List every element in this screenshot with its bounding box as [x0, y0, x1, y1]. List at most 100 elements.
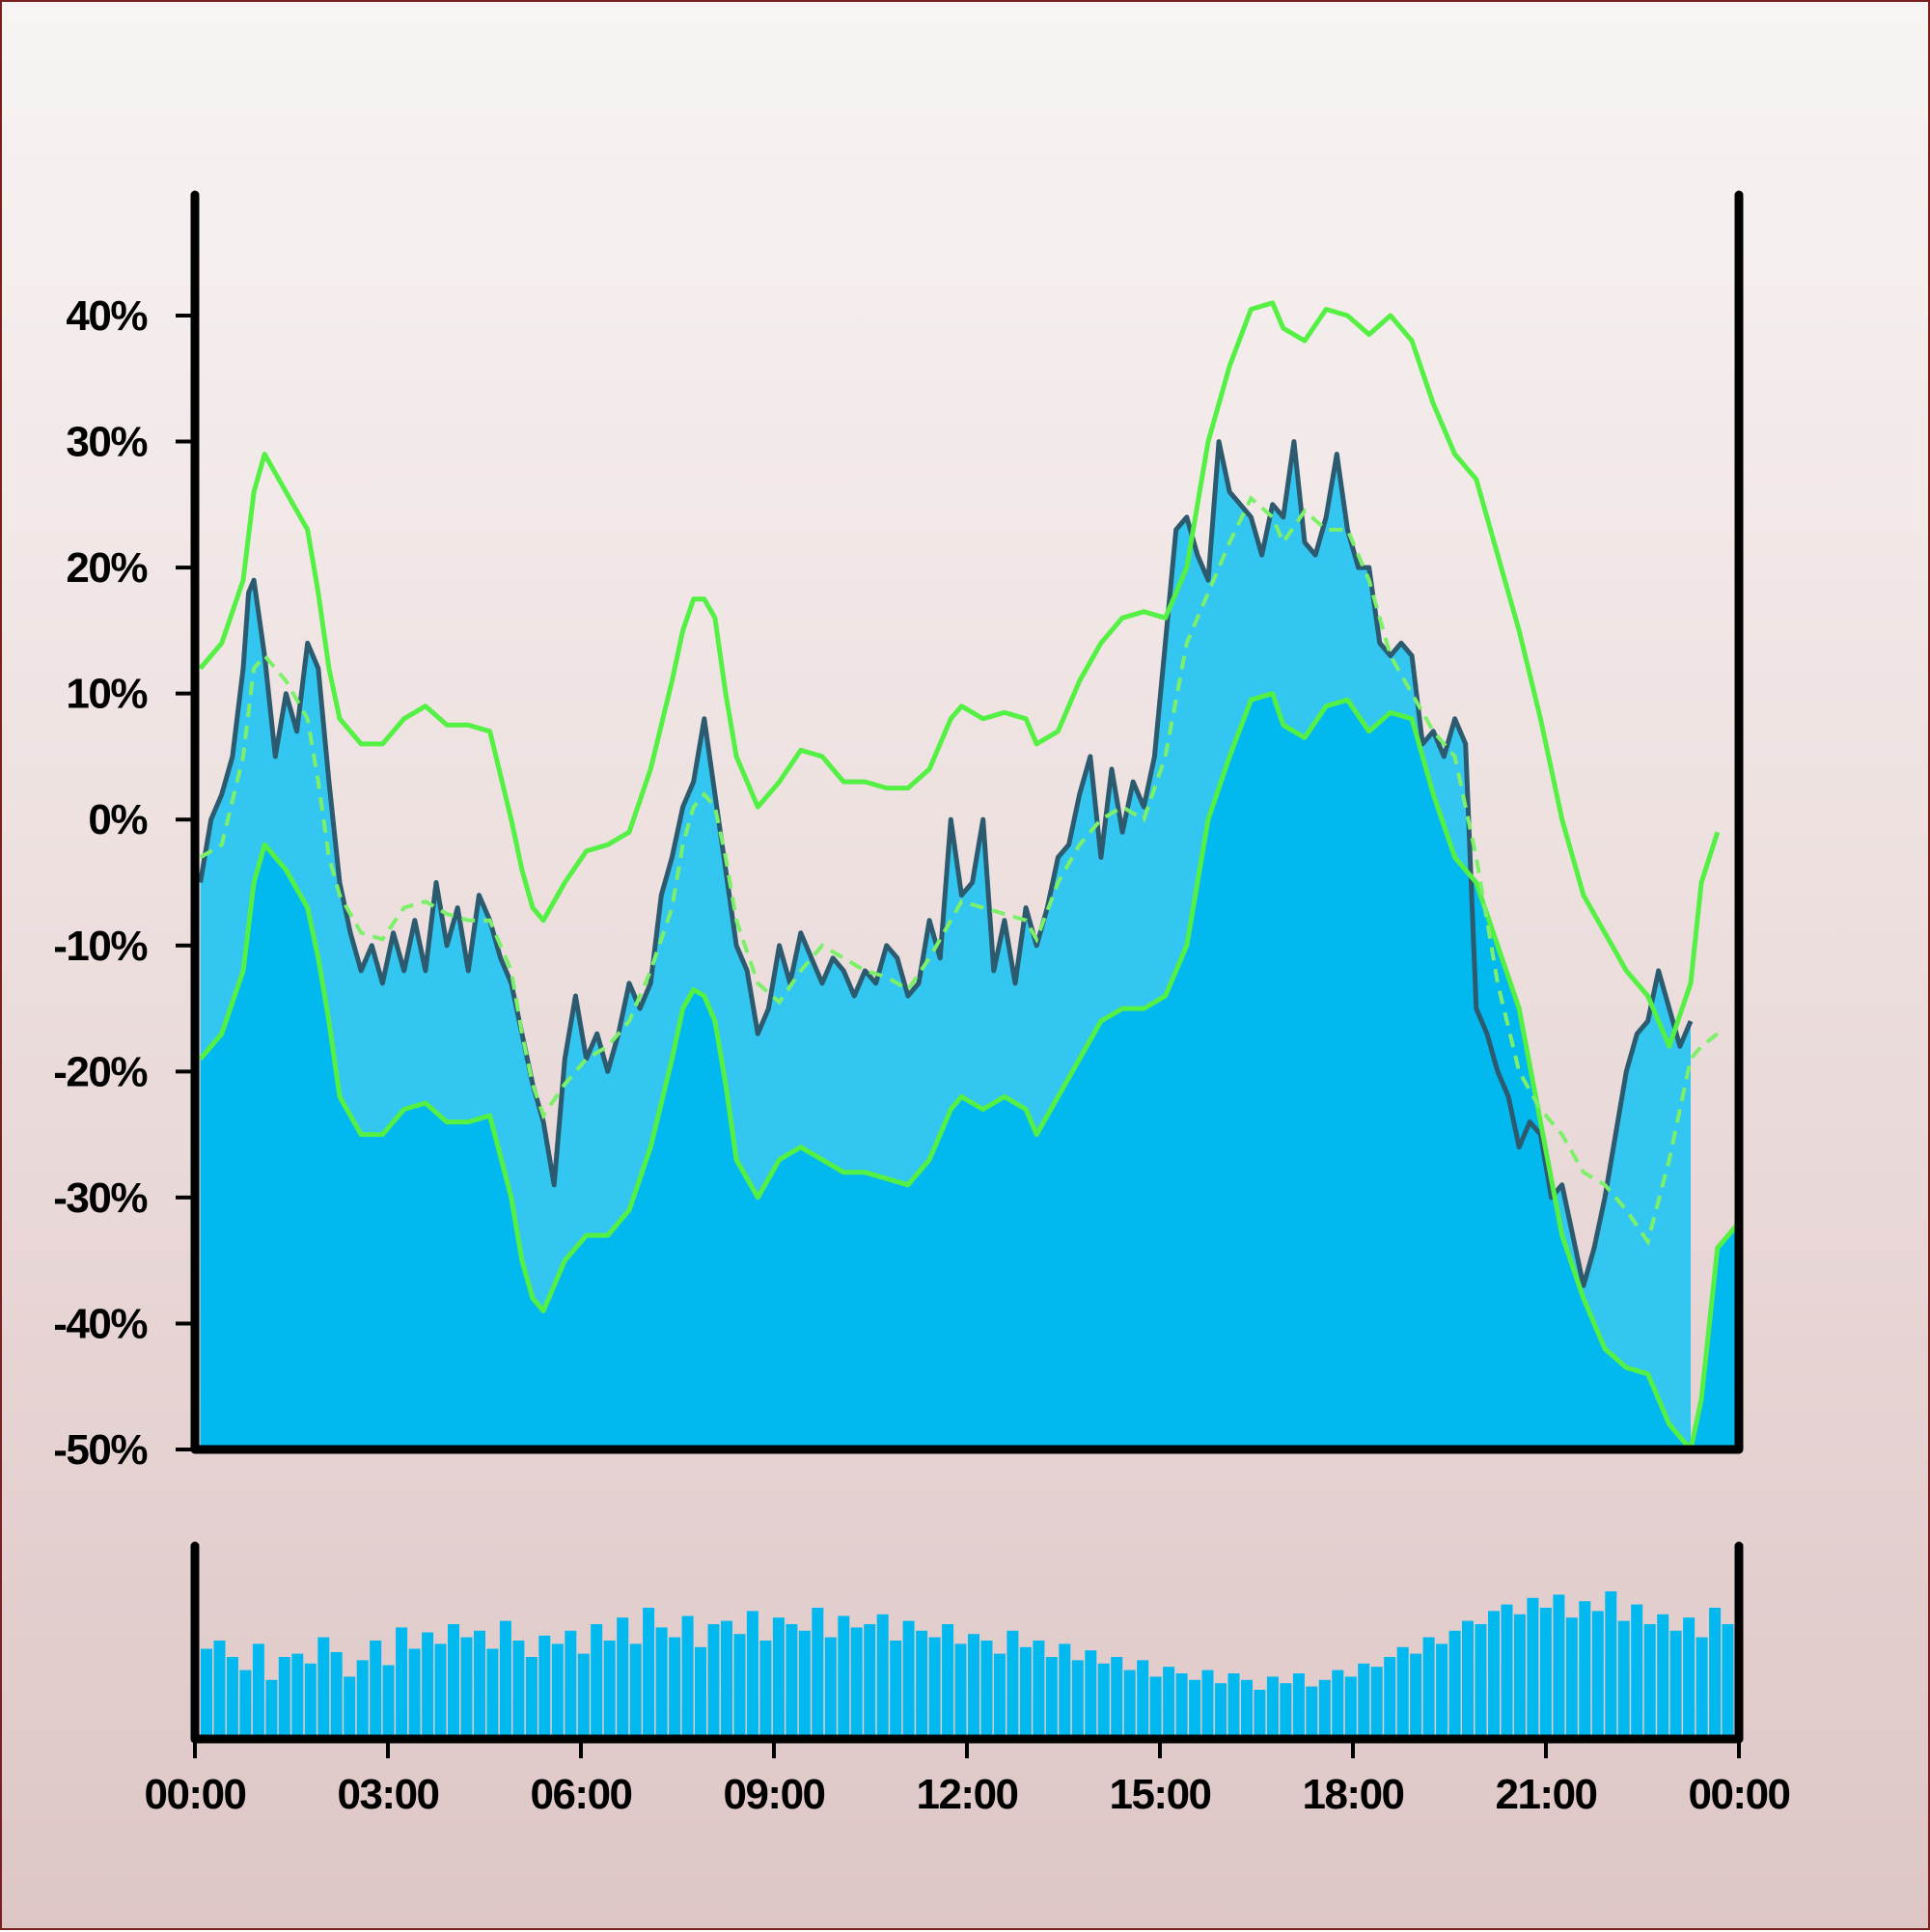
volume-bar: [798, 1630, 811, 1739]
volume-bar: [772, 1617, 785, 1739]
volume-bar: [396, 1627, 408, 1739]
volume-bar: [1579, 1601, 1591, 1739]
volume-bar: [1605, 1591, 1617, 1739]
volume-bar: [1280, 1683, 1292, 1739]
volume-bar: [1396, 1646, 1409, 1739]
volume-bar: [422, 1632, 434, 1739]
volume-bar: [1488, 1611, 1500, 1739]
volume-bar: [1553, 1594, 1565, 1739]
volume-bar: [538, 1635, 551, 1739]
volume-bar: [1292, 1673, 1305, 1739]
volume-bar: [474, 1630, 485, 1739]
volume-bar: [1085, 1650, 1097, 1739]
volume-bar: [304, 1663, 317, 1739]
volume-bar: [1201, 1670, 1214, 1739]
volume-bar: [980, 1641, 993, 1739]
volume-bar: [226, 1657, 238, 1739]
volume-bar: [1266, 1676, 1279, 1739]
x-tick-label: 03:00: [337, 1771, 438, 1818]
volume-bar: [448, 1624, 459, 1739]
volume-bar: [1306, 1686, 1318, 1739]
volume-bar: [551, 1643, 564, 1739]
main-plot: [198, 300, 1741, 1452]
volume-bar: [746, 1611, 758, 1739]
volume-bar: [1318, 1679, 1331, 1739]
volume-bar: [1643, 1624, 1656, 1739]
upper-band-line: [198, 300, 1721, 1049]
y-tick-label: -30%: [53, 1174, 147, 1222]
x-tick-label: 00:00: [1688, 1771, 1789, 1818]
volume-bar: [591, 1624, 603, 1739]
volume-bar: [1501, 1604, 1513, 1739]
volume-bar: [499, 1620, 511, 1739]
volume-bar: [1539, 1608, 1552, 1739]
volume-bar: [1631, 1604, 1643, 1739]
volume-bar: [344, 1676, 356, 1739]
volume-bar: [1149, 1676, 1162, 1739]
volume-bar: [838, 1615, 850, 1739]
volume-bar: [565, 1630, 577, 1739]
volume-bar: [1137, 1660, 1149, 1739]
lower-band-area: [200, 693, 1740, 1449]
x-tick-label: 00:00: [144, 1771, 245, 1818]
volume-bar: [356, 1660, 369, 1739]
volume-bar: [603, 1641, 616, 1739]
volume-bar: [968, 1634, 979, 1739]
volume-bar: [864, 1624, 876, 1739]
volume-bar: [1527, 1597, 1539, 1739]
volume-bar: [1657, 1614, 1669, 1739]
y-tick-label: 0%: [88, 796, 147, 843]
y-tick-label: -10%: [53, 923, 147, 970]
volume-bar: [201, 1648, 212, 1739]
x-tick-label: 09:00: [723, 1771, 824, 1818]
volume-bar: [1241, 1679, 1253, 1739]
y-tick-label: 10%: [66, 671, 147, 718]
y-tick-label: 30%: [66, 419, 147, 466]
y-tick-label: -20%: [53, 1048, 147, 1095]
volume-bar: [1565, 1617, 1578, 1739]
volume-bar: [1358, 1663, 1370, 1739]
volume-bar: [1227, 1673, 1240, 1739]
volume-bar: [1683, 1617, 1696, 1739]
volume-plot: [201, 1591, 1734, 1739]
value-line: [198, 439, 1694, 1288]
volume-bar: [1617, 1620, 1630, 1739]
volume-bar: [1370, 1667, 1383, 1739]
volume-bar: [239, 1670, 252, 1739]
volume-bar: [330, 1651, 343, 1739]
volume-bar: [890, 1641, 902, 1739]
x-tick-label: 06:00: [530, 1771, 631, 1818]
volume-bar: [252, 1643, 264, 1739]
volume-bar: [928, 1637, 941, 1739]
volume-bar: [786, 1624, 798, 1739]
volume-bar: [1422, 1637, 1435, 1739]
volume-bar: [408, 1648, 421, 1739]
x-tick-label: 21:00: [1495, 1771, 1596, 1818]
volume-bar: [434, 1643, 447, 1739]
volume-bar: [824, 1637, 837, 1739]
volume-bar: [617, 1617, 629, 1739]
volume-bar: [1215, 1683, 1227, 1739]
volume-bar: [370, 1641, 382, 1739]
volume-bar: [916, 1630, 928, 1739]
x-tick-label: 12:00: [916, 1771, 1017, 1818]
volume-bar: [577, 1653, 590, 1739]
volume-bar: [291, 1653, 304, 1739]
volume-bar: [1410, 1653, 1422, 1739]
volume-bar: [812, 1608, 824, 1739]
volume-bar: [902, 1620, 915, 1739]
volume-bar: [629, 1643, 642, 1739]
volume-bar: [1045, 1657, 1058, 1739]
volume-bar: [876, 1614, 889, 1739]
volume-bar: [1111, 1657, 1123, 1739]
volume-bar: [707, 1624, 720, 1739]
volume-bar: [759, 1641, 772, 1739]
volume-bar: [317, 1637, 330, 1739]
volume-bar: [643, 1608, 655, 1739]
volume-bar: [1462, 1620, 1474, 1739]
volume-bar: [733, 1634, 746, 1739]
y-tick-label: -50%: [53, 1426, 147, 1474]
volume-bar: [1384, 1657, 1396, 1739]
volume-bar: [993, 1653, 1006, 1739]
